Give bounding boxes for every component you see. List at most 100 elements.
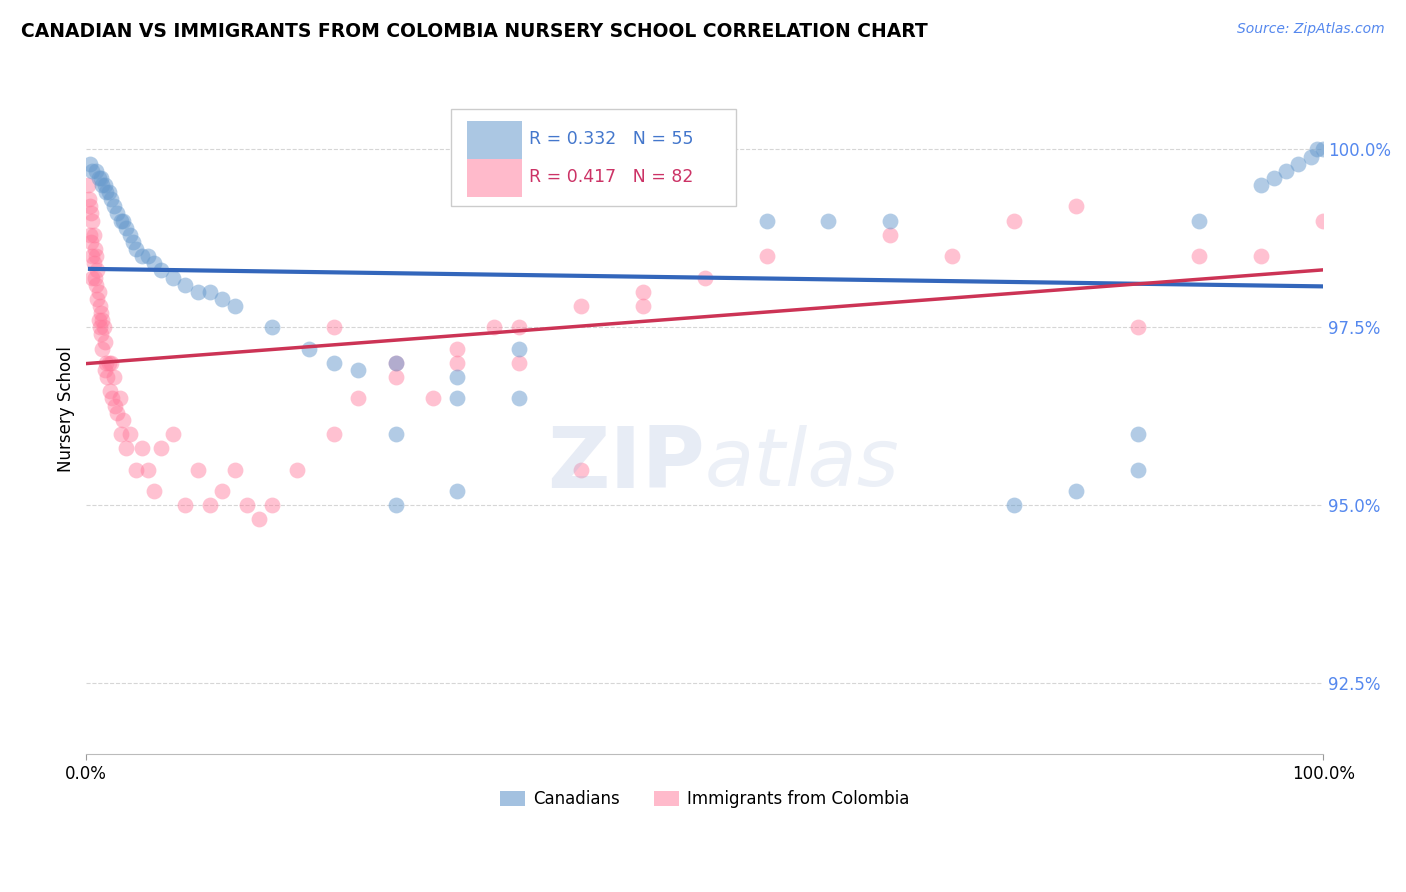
Point [174, 277, 197, 292]
FancyBboxPatch shape [451, 109, 735, 205]
Point [80, 206, 103, 220]
Point [90, 327, 112, 342]
Point [84, 277, 107, 292]
Point [1312, 213, 1334, 227]
Point [91, 342, 114, 356]
Point [224, 299, 246, 313]
Point [125, 462, 148, 476]
Point [90, 306, 112, 320]
Text: CANADIAN VS IMMIGRANTS FROM COLOMBIA NURSERY SCHOOL CORRELATION CHART: CANADIAN VS IMMIGRANTS FROM COLOMBIA NUR… [21, 22, 928, 41]
Point [384, 356, 406, 370]
Point [1286, 156, 1309, 170]
Point [84, 163, 107, 178]
Point [83, 256, 105, 270]
Point [91, 178, 114, 192]
FancyBboxPatch shape [467, 121, 522, 159]
Point [1002, 498, 1025, 512]
Point [80, 235, 103, 249]
Point [249, 512, 271, 526]
Point [384, 498, 406, 512]
Point [98, 384, 121, 399]
Point [187, 462, 209, 476]
Point [1250, 249, 1272, 263]
Point [260, 320, 283, 334]
Point [322, 427, 344, 442]
Point [115, 442, 138, 456]
Point [79, 227, 101, 242]
Point [105, 206, 128, 220]
Point [298, 342, 321, 356]
Point [569, 299, 592, 313]
Point [94, 334, 117, 349]
Point [508, 392, 530, 406]
Point [82, 163, 104, 178]
Point [446, 483, 468, 498]
Point [755, 213, 778, 227]
Point [162, 427, 184, 442]
Y-axis label: Nursery School: Nursery School [58, 346, 75, 472]
Point [103, 199, 125, 213]
Point [941, 249, 963, 263]
Point [631, 285, 654, 299]
Point [1306, 143, 1329, 157]
Point [115, 220, 138, 235]
Point [97, 356, 120, 370]
Point [446, 342, 468, 356]
Point [77, 192, 100, 206]
Point [1188, 213, 1211, 227]
Point [446, 356, 468, 370]
Text: R = 0.417   N = 82: R = 0.417 N = 82 [529, 168, 693, 186]
Point [162, 270, 184, 285]
Point [508, 342, 530, 356]
Text: ZIP: ZIP [547, 423, 704, 506]
Point [83, 227, 105, 242]
Point [94, 356, 117, 370]
Text: R = 0.332   N = 55: R = 0.332 N = 55 [529, 129, 693, 147]
Point [484, 320, 506, 334]
Point [89, 299, 111, 313]
Point [347, 363, 370, 377]
Point [285, 462, 308, 476]
Point [236, 498, 259, 512]
Point [82, 249, 104, 263]
Point [110, 427, 132, 442]
Point [131, 249, 153, 263]
Point [1126, 462, 1149, 476]
Point [105, 406, 128, 420]
Point [96, 370, 118, 384]
Point [143, 256, 166, 270]
Point [1002, 213, 1025, 227]
Point [1263, 170, 1285, 185]
Point [1064, 483, 1087, 498]
Point [224, 462, 246, 476]
Point [136, 249, 159, 263]
Text: Source: ZipAtlas.com: Source: ZipAtlas.com [1237, 22, 1385, 37]
Point [384, 356, 406, 370]
Point [631, 299, 654, 313]
Point [1275, 163, 1298, 178]
Point [149, 442, 172, 456]
Point [118, 227, 141, 242]
Point [508, 320, 530, 334]
Text: atlas: atlas [704, 425, 900, 503]
Point [879, 227, 901, 242]
Point [86, 263, 108, 277]
Point [104, 399, 127, 413]
Point [879, 213, 901, 227]
Point [508, 356, 530, 370]
Point [446, 392, 468, 406]
Point [86, 292, 108, 306]
Point [1126, 320, 1149, 334]
Point [1126, 427, 1149, 442]
Point [82, 213, 104, 227]
Point [94, 363, 117, 377]
Point [122, 235, 145, 249]
Point [108, 392, 131, 406]
Point [118, 427, 141, 442]
Point [125, 242, 148, 256]
Point [84, 270, 107, 285]
Point [322, 320, 344, 334]
Point [84, 249, 107, 263]
Point [136, 462, 159, 476]
Point [211, 292, 233, 306]
